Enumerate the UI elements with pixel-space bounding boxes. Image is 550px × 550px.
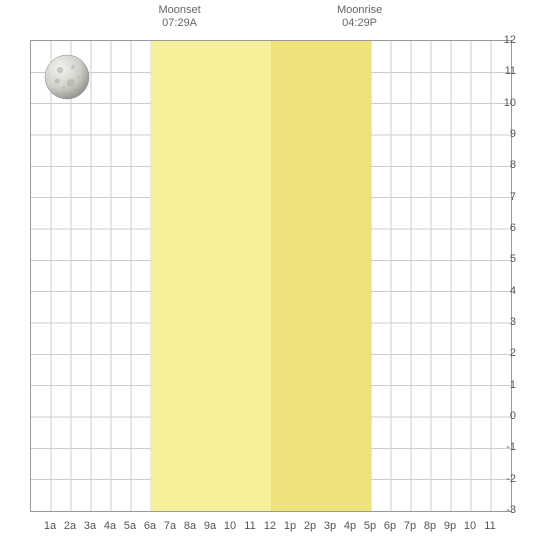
- tide-chart: Moonset 07:29A Moonrise 04:29P: [0, 0, 550, 550]
- y-tick: 7: [510, 191, 516, 203]
- x-tick: 11: [244, 520, 255, 532]
- moonset-time: 07:29A: [145, 17, 215, 30]
- moonset-title: Moonset: [145, 4, 215, 17]
- x-tick: 4a: [104, 520, 116, 532]
- moon-icon: [43, 53, 91, 101]
- x-tick: 7a: [164, 520, 176, 532]
- y-tick: 4: [510, 285, 516, 297]
- moonrise-time: 04:29P: [325, 17, 395, 30]
- x-tick: 5p: [364, 520, 376, 532]
- moonset-label: Moonset 07:29A: [145, 4, 215, 30]
- x-tick: 6p: [384, 520, 396, 532]
- x-tick: 9a: [204, 520, 216, 532]
- y-tick: 1: [510, 379, 516, 391]
- x-tick: 3a: [84, 520, 96, 532]
- y-tick: 0: [510, 410, 516, 422]
- x-tick: 1a: [44, 520, 56, 532]
- daylight-band: [151, 41, 371, 511]
- x-tick: 1p: [284, 520, 296, 532]
- x-tick: 10: [464, 520, 476, 532]
- y-tick: 5: [510, 253, 516, 265]
- y-tick: 9: [510, 128, 516, 140]
- y-tick: -3: [506, 504, 516, 516]
- x-tick: 4p: [344, 520, 356, 532]
- x-tick: 7p: [404, 520, 416, 532]
- y-tick: 11: [505, 65, 516, 77]
- x-tick: 10: [224, 520, 236, 532]
- plot-area: [30, 40, 512, 512]
- y-tick: 6: [510, 222, 516, 234]
- x-tick: 8a: [184, 520, 196, 532]
- x-tick: 9p: [444, 520, 456, 532]
- moonrise-label: Moonrise 04:29P: [325, 4, 395, 30]
- x-tick: 3p: [324, 520, 336, 532]
- x-tick: 2p: [304, 520, 316, 532]
- y-tick: 8: [510, 159, 516, 171]
- x-tick: 2a: [64, 520, 76, 532]
- y-tick: 3: [510, 316, 516, 328]
- moonrise-title: Moonrise: [325, 4, 395, 17]
- x-tick: 12: [264, 520, 276, 532]
- y-tick: -1: [506, 441, 516, 453]
- x-tick: 6a: [144, 520, 156, 532]
- x-tick: 8p: [424, 520, 436, 532]
- y-tick: 12: [504, 34, 516, 46]
- y-tick: 2: [510, 347, 516, 359]
- x-tick: 5a: [124, 520, 136, 532]
- y-tick: 10: [504, 97, 516, 109]
- y-tick: -2: [506, 473, 516, 485]
- x-tick: 11: [484, 520, 495, 532]
- header-labels: Moonset 07:29A Moonrise 04:29P: [0, 0, 550, 40]
